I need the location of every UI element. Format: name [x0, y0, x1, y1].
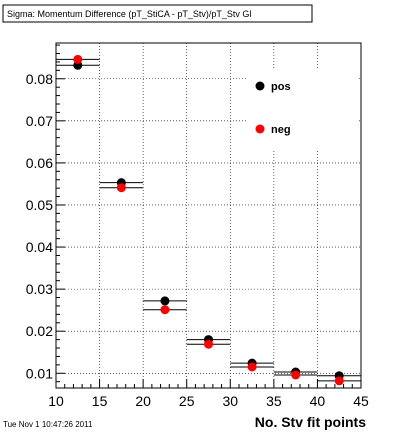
x-tick-label: 30	[222, 393, 238, 409]
y-tick-label: 0.04	[26, 239, 53, 255]
y-tick-label: 0.05	[26, 197, 53, 213]
x-tick-label: 20	[135, 393, 151, 409]
x-tick-label: 25	[179, 393, 195, 409]
series-neg-point	[204, 339, 213, 349]
y-tick-labels: 0.01 0.02 0.03 0.04 0.05 0.06 0.07 0.08	[26, 71, 53, 382]
axis-ticks	[55, 44, 362, 388]
y-tick-label: 0.07	[26, 113, 53, 129]
y-tick-label: 0.06	[26, 155, 53, 171]
y-tick-label: 0.01	[26, 365, 53, 381]
legend-box	[248, 68, 358, 150]
y-tick-label: 0.03	[26, 281, 53, 297]
x-tick-label: 45	[353, 393, 369, 409]
series-neg-point	[247, 362, 257, 372]
x-tick-label: 15	[92, 393, 108, 409]
legend-marker-pos	[255, 81, 265, 91]
x-axis-title: No. Stv fit points	[255, 414, 366, 430]
x-tick-label: 35	[266, 393, 282, 409]
x-tick-labels: 10 15 20 25 30 35 40 45	[48, 393, 369, 409]
legend-label-neg: neg	[271, 124, 291, 136]
y-tick-label: 0.02	[26, 323, 53, 339]
x-tick-label: 40	[310, 393, 326, 409]
y-tick-label: 0.08	[26, 71, 53, 87]
series-neg-point	[334, 376, 344, 386]
series-neg-point	[291, 370, 301, 380]
legend: pos neg	[248, 68, 358, 150]
title-box	[2, 4, 313, 23]
series-pos-point	[160, 296, 170, 306]
series-neg-point	[116, 183, 126, 193]
x-tick-label: 10	[48, 393, 64, 409]
series-neg-point	[160, 305, 170, 315]
legend-label-pos: pos	[271, 81, 291, 93]
series-neg-point	[73, 54, 83, 64]
legend-marker-neg	[255, 124, 265, 134]
chart-title: Sigma: Momentum Difference (pT_StiCA - p…	[7, 9, 251, 19]
timestamp: Tue Nov 1 10:47:26 2011	[3, 420, 93, 429]
data-marks	[56, 54, 361, 386]
